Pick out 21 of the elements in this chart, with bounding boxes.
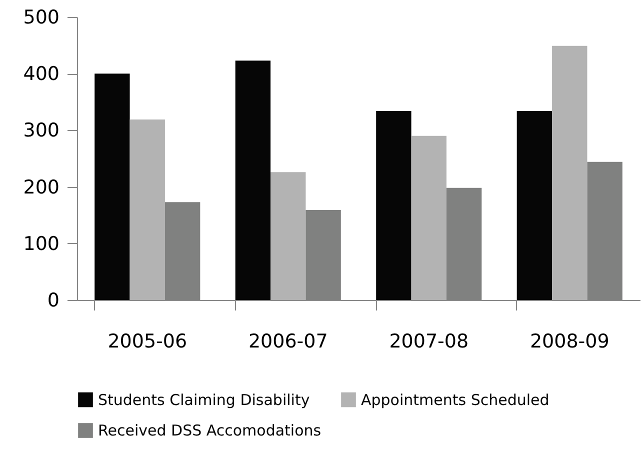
bar <box>270 172 306 300</box>
x-tick-label: 2005-06 <box>108 330 188 352</box>
bar <box>94 74 130 300</box>
bar <box>130 119 165 300</box>
x-tick-label: 2008-09 <box>530 330 610 352</box>
legend-label: Appointments Scheduled <box>361 390 550 409</box>
y-tick-label: 200 <box>23 176 60 198</box>
x-tick-label: 2006-07 <box>248 330 328 352</box>
legend-label: Received DSS Accomodations <box>98 422 322 440</box>
y-tick-label: 400 <box>23 63 60 86</box>
y-tick-label: 300 <box>23 120 60 142</box>
bar <box>235 60 271 300</box>
y-tick-label: 0 <box>47 290 60 312</box>
x-tick-label: 2007-08 <box>389 330 469 352</box>
legend-label: Students Claiming Disability <box>98 390 310 409</box>
y-tick-label: 500 <box>23 6 60 28</box>
bar <box>411 136 446 300</box>
y-tick-label: 100 <box>23 232 60 255</box>
bar <box>552 46 588 300</box>
bar <box>376 110 412 300</box>
bar <box>516 110 552 300</box>
